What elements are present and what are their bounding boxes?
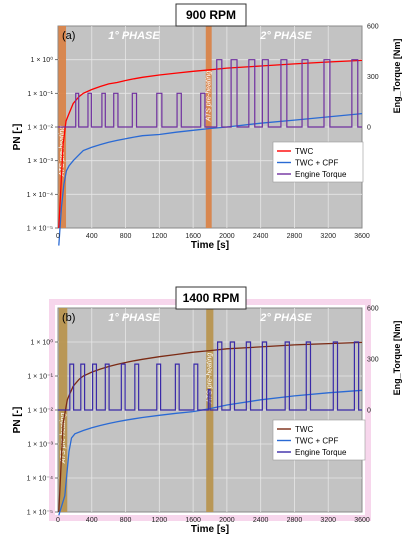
y-tick-label: 1 × 10⁻⁴ xyxy=(27,192,53,199)
x-tick-label: 800 xyxy=(120,233,132,240)
y-axis-label: PN [-] xyxy=(12,124,23,151)
y2-tick-label: 600 xyxy=(367,306,379,313)
title-box xyxy=(175,3,247,27)
panel-1400-rpm: ATS pre-heating ATS pre-heating 1° PHASE 2°… xyxy=(12,286,402,535)
y2-axis-label: Eng_Torque [Nm] xyxy=(392,321,402,396)
x-axis-label: Time [s] xyxy=(191,240,229,251)
y-tick-label: 1 × 10⁻⁵ xyxy=(27,510,53,517)
y2-tick-label: 300 xyxy=(367,74,379,81)
series-line-twc xyxy=(58,59,363,229)
series-line-twc-cpf xyxy=(58,112,363,246)
y2-tick-label: 300 xyxy=(367,357,379,364)
legend-entry: TWC xyxy=(295,147,313,156)
x-tick-label: 400 xyxy=(86,233,98,240)
x-tick-label: 1600 xyxy=(185,517,201,524)
legend-entry: TWC + CPF xyxy=(295,159,338,168)
x-tick-label: 3200 xyxy=(320,517,336,524)
phase-label: 1° PHASE xyxy=(108,312,160,324)
x-tick-label: 3600 xyxy=(354,517,370,524)
x-tick-label: 400 xyxy=(86,517,98,524)
x-tick-label: 0 xyxy=(56,517,60,524)
legend-entry: TWC xyxy=(295,425,313,434)
y-tick-label: 1 × 10⁻⁴ xyxy=(27,476,53,483)
chart-title: 900 RPM xyxy=(186,8,236,22)
series-torque xyxy=(58,59,362,128)
phase-label: 2° PHASE xyxy=(259,312,312,324)
y-axis-label: PN [-] xyxy=(12,407,23,434)
x-tick-label: 2400 xyxy=(253,233,269,240)
panel-label: (b) xyxy=(62,312,75,324)
y-tick-label: 1 × 10⁻¹ xyxy=(27,374,53,381)
legend-entry: TWC + CPF xyxy=(295,437,338,446)
y-tick-label: 1 × 10⁻² xyxy=(27,408,53,415)
panel-label: (a) xyxy=(62,30,75,42)
preheating-label: ATS pre-heating xyxy=(60,413,67,465)
x-tick-label: 2000 xyxy=(219,233,235,240)
x-tick-label: 2800 xyxy=(287,517,303,524)
y-tick-label: 1 × 10⁻¹ xyxy=(27,91,53,98)
x-tick-label: 2800 xyxy=(287,233,303,240)
x-axis-label: Time [s] xyxy=(191,524,229,535)
x-tick-label: 0 xyxy=(56,233,60,240)
y-tick-label: 1 × 10⁻³ xyxy=(27,442,53,449)
y2-tick-label: 0 xyxy=(367,408,371,415)
legend-entry: Engine Torque xyxy=(295,170,347,179)
y2-tick-label: 0 xyxy=(367,125,371,132)
x-tick-label: 2000 xyxy=(219,517,235,524)
y2-tick-label: 600 xyxy=(367,24,379,31)
x-tick-label: 1200 xyxy=(152,233,168,240)
preheating-label: ATS pre-heating xyxy=(206,71,213,123)
y-tick-label: 1 × 10⁻³ xyxy=(27,158,53,165)
series-torque xyxy=(58,341,362,411)
x-tick-label: 3200 xyxy=(320,233,336,240)
x-tick-label: 1600 xyxy=(185,233,201,240)
phase-label: 2° PHASE xyxy=(259,30,312,42)
y-tick-label: 1 × 10⁰ xyxy=(31,339,54,347)
preheating-label: ATS pre-heating xyxy=(207,353,214,405)
phase-label: 1° PHASE xyxy=(108,30,160,42)
x-tick-label: 3600 xyxy=(354,233,370,240)
x-tick-label: 800 xyxy=(120,517,132,524)
y-tick-label: 1 × 10⁻⁵ xyxy=(27,226,53,233)
chart-title: 1400 RPM xyxy=(183,291,240,305)
title-box xyxy=(175,286,247,310)
series-line-twc xyxy=(58,341,363,513)
y2-axis-label: Eng_Torque [Nm] xyxy=(392,39,402,114)
x-tick-label: 1200 xyxy=(152,517,168,524)
y-tick-label: 1 × 10⁰ xyxy=(31,56,54,64)
legend-entry: Engine Torque xyxy=(295,448,347,457)
x-tick-label: 2400 xyxy=(253,517,269,524)
y-tick-label: 1 × 10⁻² xyxy=(27,125,53,132)
series-line-twc-cpf xyxy=(58,389,363,516)
